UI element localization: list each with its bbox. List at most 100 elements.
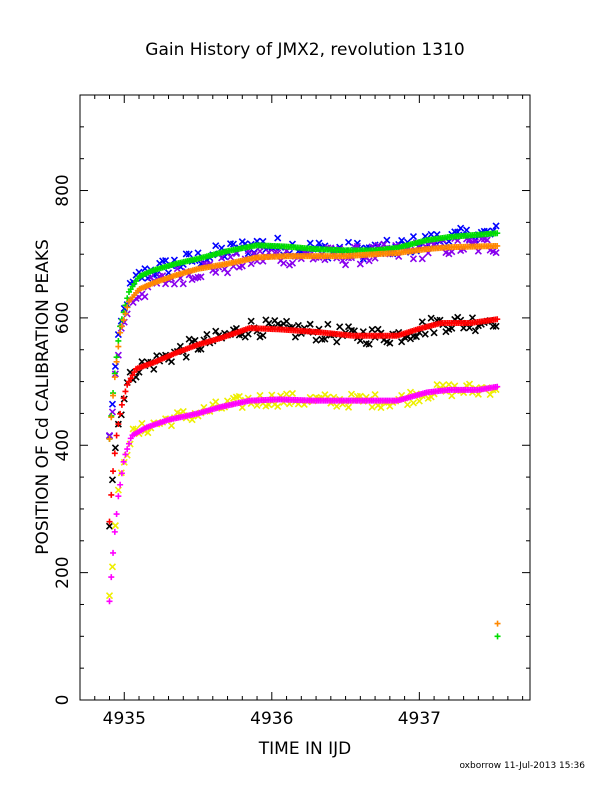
data-point bbox=[282, 317, 291, 325]
data-point bbox=[280, 259, 288, 267]
data-point bbox=[117, 410, 124, 417]
data-point bbox=[315, 239, 323, 247]
y-tick-label: 800 bbox=[53, 174, 73, 206]
data-point bbox=[342, 261, 350, 269]
data-point bbox=[398, 236, 406, 244]
data-point bbox=[418, 255, 426, 263]
axis-tick-labels: 4935 4936 4937 0 200 400 600 800 bbox=[53, 174, 441, 729]
data-point bbox=[167, 358, 176, 366]
data-point bbox=[122, 310, 129, 317]
data-point bbox=[203, 330, 211, 339]
data-point bbox=[115, 493, 122, 500]
data-point bbox=[494, 230, 501, 237]
data-point bbox=[124, 446, 131, 453]
data-point bbox=[333, 402, 341, 410]
data-point bbox=[127, 375, 134, 382]
data-point bbox=[108, 574, 115, 581]
data-marks bbox=[105, 222, 501, 640]
data-point bbox=[129, 372, 136, 379]
data-point bbox=[197, 345, 205, 353]
data-point bbox=[235, 392, 243, 401]
data-point bbox=[108, 476, 117, 484]
data-point bbox=[430, 329, 438, 337]
data-point bbox=[106, 598, 113, 605]
data-point bbox=[412, 333, 420, 341]
data-point bbox=[110, 468, 117, 475]
data-point bbox=[141, 293, 149, 301]
data-point bbox=[427, 314, 435, 322]
data-point bbox=[111, 522, 119, 530]
data-point bbox=[356, 260, 364, 268]
data-point bbox=[124, 295, 131, 302]
data-point bbox=[185, 250, 193, 258]
data-point bbox=[117, 411, 125, 419]
data-point bbox=[106, 518, 113, 525]
data-point bbox=[294, 321, 302, 330]
data-point bbox=[120, 317, 127, 324]
data-point bbox=[291, 333, 299, 341]
data-point bbox=[115, 343, 122, 350]
data-point bbox=[306, 239, 314, 247]
data-point bbox=[150, 365, 158, 373]
data-point bbox=[333, 338, 341, 346]
data-point bbox=[253, 401, 261, 410]
data-point bbox=[494, 316, 501, 323]
data-point bbox=[110, 549, 117, 556]
data-point bbox=[415, 397, 423, 405]
series-7 bbox=[106, 383, 501, 605]
data-point bbox=[162, 280, 170, 288]
data-point bbox=[433, 380, 441, 389]
data-point bbox=[191, 336, 199, 344]
data-point bbox=[336, 323, 344, 331]
data-point bbox=[494, 242, 501, 249]
data-point bbox=[125, 440, 132, 447]
data-point bbox=[127, 435, 134, 442]
data-point bbox=[122, 388, 129, 395]
data-point bbox=[465, 380, 474, 388]
data-point bbox=[448, 392, 456, 400]
data-point bbox=[421, 330, 429, 338]
y-tick-label: 200 bbox=[53, 556, 73, 588]
data-point bbox=[418, 318, 426, 326]
data-point bbox=[120, 395, 127, 402]
data-point bbox=[377, 404, 385, 412]
footer-credit: oxborrow 11-Jul-2013 15:36 bbox=[459, 761, 585, 771]
x-axis-label: TIME IN IJD bbox=[258, 739, 351, 759]
data-point bbox=[492, 249, 500, 257]
data-point bbox=[371, 390, 379, 399]
data-point bbox=[247, 317, 255, 325]
data-point bbox=[115, 337, 122, 344]
data-point bbox=[486, 390, 494, 399]
y-axis-label: POSITION OF Cd CALIBRATION PEAKS bbox=[33, 239, 53, 555]
data-point bbox=[398, 338, 406, 346]
data-point bbox=[111, 528, 118, 535]
data-point bbox=[108, 400, 117, 408]
x-tick-label: 4935 bbox=[103, 709, 146, 729]
extra-data-point bbox=[494, 633, 501, 640]
data-point bbox=[212, 398, 220, 406]
x-tick-label: 4937 bbox=[398, 709, 441, 729]
y-tick-label: 400 bbox=[53, 429, 73, 461]
data-point bbox=[492, 222, 500, 230]
data-point bbox=[118, 401, 125, 408]
data-point bbox=[106, 435, 113, 442]
data-point bbox=[170, 280, 178, 288]
data-point bbox=[494, 383, 501, 390]
data-point bbox=[124, 304, 131, 311]
series-5 bbox=[106, 316, 501, 525]
data-point bbox=[365, 257, 373, 265]
data-point bbox=[238, 262, 246, 270]
data-point bbox=[194, 249, 202, 257]
data-point bbox=[259, 331, 267, 339]
data-point bbox=[111, 362, 119, 371]
data-point bbox=[223, 269, 232, 277]
data-point bbox=[409, 233, 418, 241]
data-point bbox=[445, 381, 453, 389]
data-point bbox=[113, 358, 120, 365]
data-point bbox=[105, 431, 114, 439]
data-point bbox=[229, 240, 238, 248]
data-point bbox=[179, 280, 187, 288]
series-2 bbox=[106, 230, 501, 442]
data-point bbox=[125, 378, 132, 385]
data-point bbox=[460, 324, 468, 332]
